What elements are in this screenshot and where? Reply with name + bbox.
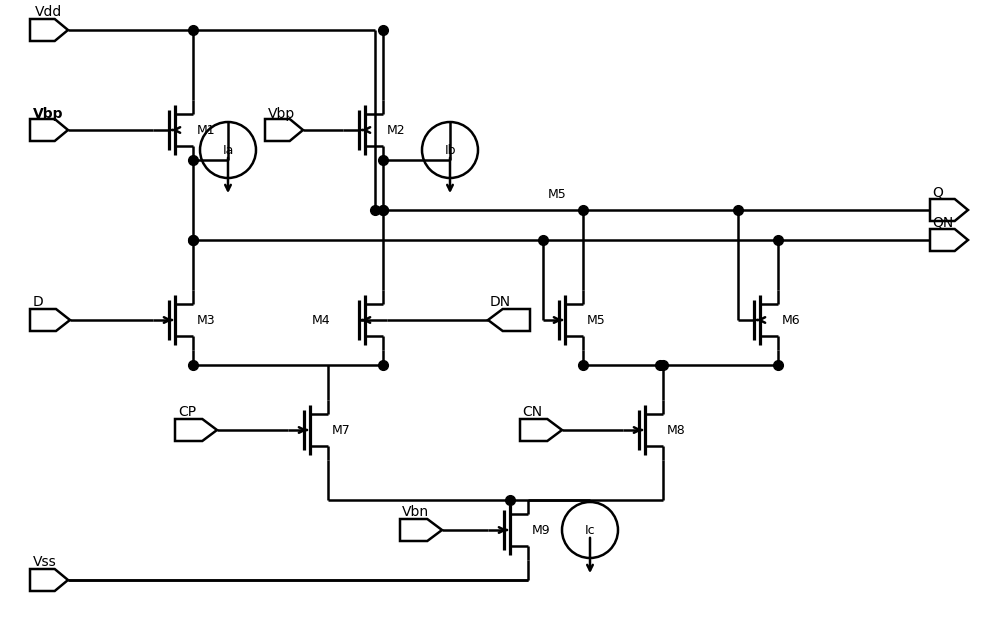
Text: Ic: Ic <box>585 524 595 537</box>
Text: M5: M5 <box>587 314 606 327</box>
Text: M8: M8 <box>667 424 686 437</box>
Text: M3: M3 <box>197 314 216 327</box>
Text: M7: M7 <box>332 424 351 437</box>
Text: QN: QN <box>932 215 953 229</box>
Text: Vdd: Vdd <box>35 5 62 19</box>
Text: Vss: Vss <box>33 555 57 569</box>
Text: Vbp: Vbp <box>33 107 64 121</box>
Text: Vbn: Vbn <box>402 505 429 519</box>
Text: M1: M1 <box>197 124 216 137</box>
Text: CP: CP <box>178 405 196 419</box>
Text: M2: M2 <box>387 124 406 137</box>
Text: M4: M4 <box>311 314 330 327</box>
Text: Vbp: Vbp <box>268 107 295 121</box>
Text: M6: M6 <box>782 314 801 327</box>
Text: Ib: Ib <box>444 143 456 156</box>
Text: M5: M5 <box>548 189 567 201</box>
Text: CN: CN <box>522 405 542 419</box>
Text: D: D <box>33 295 44 309</box>
Text: Ia: Ia <box>222 143 234 156</box>
Text: Q: Q <box>932 185 943 199</box>
Text: M9: M9 <box>532 524 551 537</box>
Text: DN: DN <box>490 295 511 309</box>
